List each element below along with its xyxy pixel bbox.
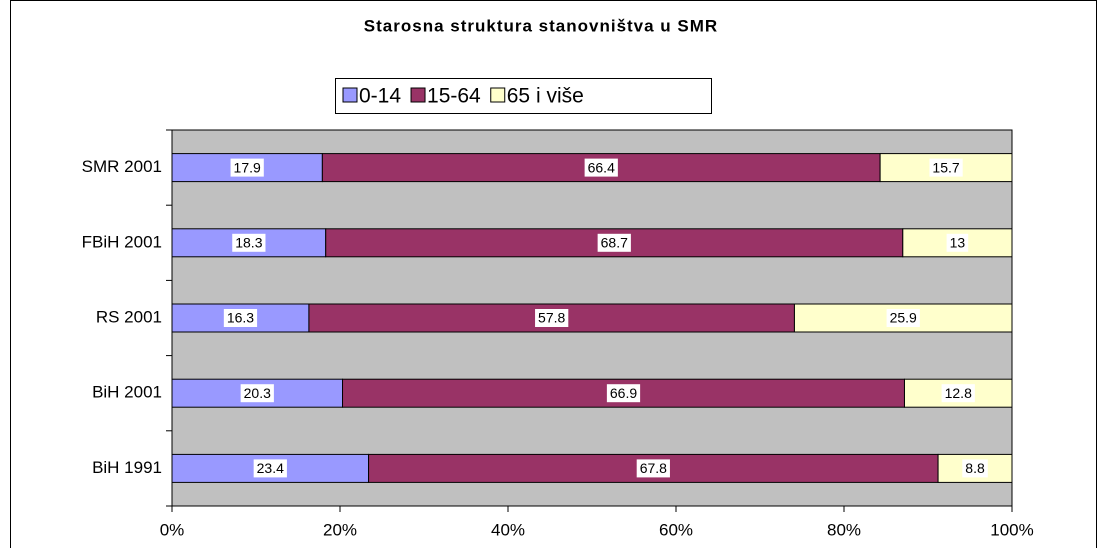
x-tick-label: 80% (827, 520, 861, 539)
legend-label: 15-64 (427, 85, 481, 108)
x-tick-label: 40% (491, 520, 525, 539)
data-label-bg (240, 384, 274, 403)
data-label-bg (941, 384, 975, 403)
data-label-bg (946, 233, 969, 252)
x-tick-label: 60% (659, 520, 693, 539)
data-label: 16.3 (227, 310, 254, 326)
data-label: 68.7 (601, 235, 628, 251)
data-label-bg (606, 384, 641, 403)
data-label: 15.7 (932, 159, 959, 175)
bar-segment (793, 303, 1013, 333)
x-tick-label: 0% (160, 520, 185, 539)
data-label: 20.3 (244, 385, 271, 401)
legend-swatch (342, 87, 358, 103)
data-label: 13 (950, 235, 966, 251)
legend-box (335, 78, 712, 114)
data-label-bg (929, 158, 963, 177)
legend-label: 65 i više (507, 85, 584, 108)
data-label-bg (223, 309, 258, 327)
legend-label: 0-14 (359, 85, 401, 108)
y-tick-label: RS 2001 (96, 307, 162, 326)
data-label: 23.4 (257, 460, 284, 476)
data-label: 67.8 (640, 460, 667, 476)
legend-swatch (410, 87, 426, 103)
data-label: 57.8 (538, 310, 565, 326)
y-tick-label: BiH 2001 (92, 383, 162, 402)
data-label: 18.3 (235, 235, 262, 251)
data-label-bg (886, 309, 920, 327)
data-label: 66.4 (588, 159, 615, 175)
data-label-bg (253, 459, 287, 478)
data-label-bg (636, 459, 670, 478)
data-label-bg (230, 158, 264, 177)
data-label-bg (597, 233, 631, 252)
x-tick-label: 20% (323, 520, 357, 539)
data-label: 8.8 (965, 460, 985, 476)
data-label: 66.9 (610, 385, 637, 401)
bar-segment (171, 228, 327, 258)
data-label-bg (535, 309, 569, 327)
data-label-bg (232, 233, 266, 252)
y-tick-label: BiH 1991 (92, 458, 162, 477)
data-label: 12.8 (945, 385, 972, 401)
data-label: 17.9 (234, 159, 261, 175)
x-tick-label: 100% (990, 520, 1033, 539)
y-tick-label: SMR 2001 (82, 157, 162, 176)
data-label-bg (962, 459, 988, 478)
data-label: 25.9 (890, 310, 917, 326)
legend-swatch (490, 87, 506, 103)
chart-title: Starosna struktura stanovništva u SMR (364, 16, 718, 35)
data-label-bg (584, 158, 618, 177)
y-tick-label: FBiH 2001 (82, 232, 162, 251)
